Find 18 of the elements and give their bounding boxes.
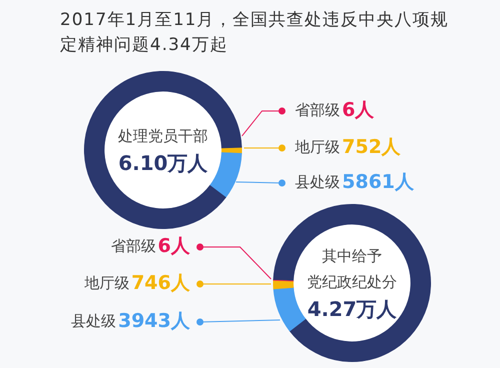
text: 4.27万人 xyxy=(307,297,398,322)
legend-label: 省部级 xyxy=(295,100,340,119)
text: 处理党员干部 xyxy=(118,126,208,145)
text: 其中给予 xyxy=(322,246,382,265)
data-label: 752人 xyxy=(342,136,402,158)
slice-label: 省部级 xyxy=(110,236,156,255)
data-label: 5861人 xyxy=(342,170,415,193)
text: 6.10万人 xyxy=(118,151,209,176)
legend-label: 地厅级 xyxy=(294,138,340,156)
text: 党纪政纪处分 xyxy=(307,272,397,291)
data-label: 6人 xyxy=(158,234,191,257)
slice-label: 地厅级 xyxy=(83,274,130,292)
chart-title: 2017年1月至11月，全国共查处违反中央八项规定精神问题4.34万起 xyxy=(60,9,450,57)
data-label: 6人 xyxy=(342,98,376,121)
data-label: 746人 xyxy=(131,272,191,294)
legend-label: 县处级 xyxy=(295,172,340,191)
slice-label: 县处级 xyxy=(71,312,116,330)
data-label: 3943人 xyxy=(118,310,191,332)
